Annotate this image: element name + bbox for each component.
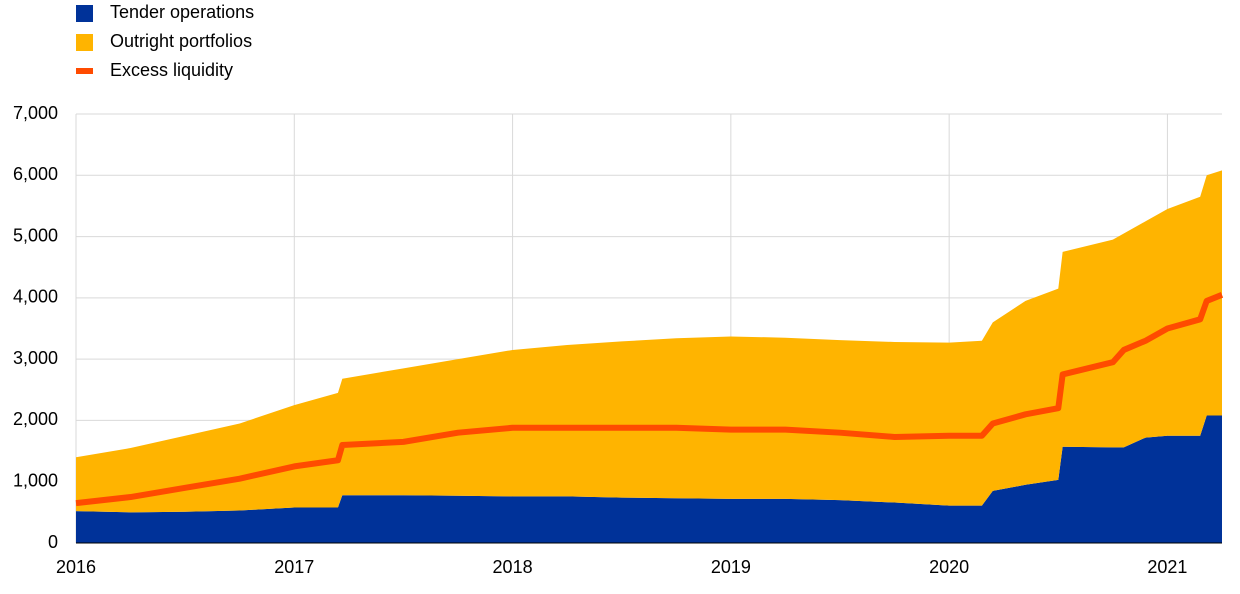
legend: Tender operations Outright portfolios Exce… bbox=[76, 2, 254, 80]
y-tick-label: 0 bbox=[48, 532, 58, 552]
x-tick-label: 2019 bbox=[711, 557, 751, 577]
x-tick-label: 2018 bbox=[493, 557, 533, 577]
x-tick-label: 2016 bbox=[56, 557, 96, 577]
line bbox=[75, 292, 1224, 507]
x-tick-label: 2017 bbox=[274, 557, 314, 577]
y-tick-label: 5,000 bbox=[13, 225, 58, 245]
y-tick-label: 2,000 bbox=[13, 409, 58, 429]
legend-label: Tender operations bbox=[110, 2, 254, 22]
y-tick-label: 1,000 bbox=[13, 470, 58, 490]
legend-label: Excess liquidity bbox=[110, 60, 233, 80]
legend-swatch bbox=[76, 5, 93, 22]
y-tick-label: 7,000 bbox=[13, 103, 58, 123]
area bbox=[76, 170, 1222, 513]
x-tick-label: 2020 bbox=[929, 557, 969, 577]
axes: 0 1,000 2,000 3,000 4,000 5,000 6,000 7,000 2016… bbox=[13, 103, 1222, 577]
y-tick-label: 3,000 bbox=[13, 348, 58, 368]
legend-swatch bbox=[76, 34, 93, 51]
y-tick-label: 6,000 bbox=[13, 164, 58, 184]
y-tick-label: 4,000 bbox=[13, 287, 58, 307]
legend-label: Outright portfolios bbox=[110, 31, 252, 51]
area bbox=[76, 415, 1222, 543]
x-tick-label: 2021 bbox=[1147, 557, 1187, 577]
plot bbox=[75, 170, 1224, 543]
